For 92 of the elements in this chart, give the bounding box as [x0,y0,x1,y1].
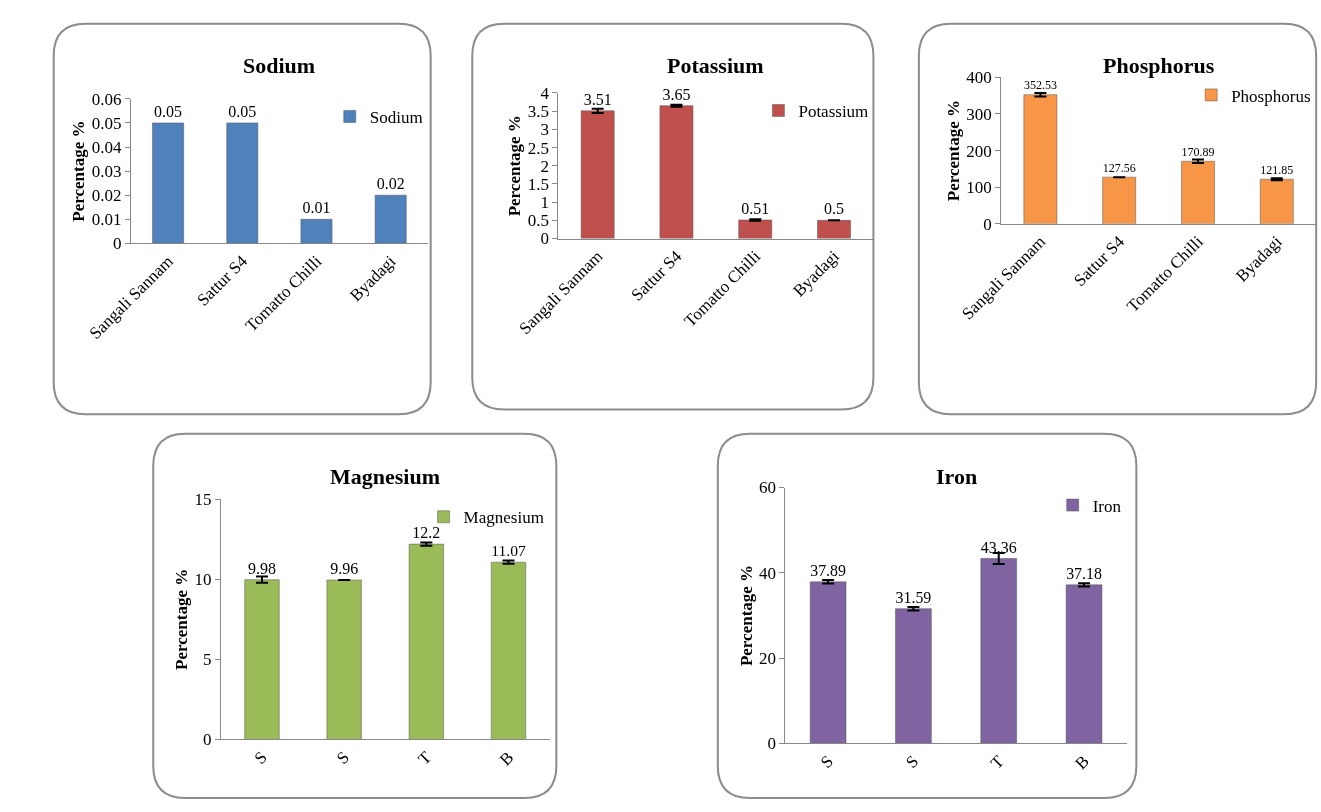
y-tick-label: 60 [759,478,777,498]
bar [1023,94,1058,224]
data-label: 0.02 [376,175,405,193]
data-label: 0.51 [741,199,770,217]
y-tick-label: 100 [966,178,992,198]
legend-label: Magnesium [463,508,544,528]
y-tick-label: 0.01 [91,210,122,230]
legend-label: Iron [1092,496,1122,516]
legend-label: Sodium [369,108,423,128]
y-tick-label: 0 [767,734,777,754]
y-tick-label: 10 [194,570,212,590]
y-tick-label: 0.5 [527,211,549,231]
bar [244,579,280,740]
y-tick-label: 15 [194,490,212,510]
legend-label: Potassium [798,102,869,122]
bar [326,579,362,740]
bar [1102,176,1136,224]
y-tick-label: 3 [540,120,549,140]
data-label: 12.2 [412,524,441,542]
data-label: 0.01 [302,199,331,217]
data-label: 31.59 [895,588,932,606]
bar [374,194,407,244]
y-axis-title: Percentage % [172,568,192,670]
y-tick-label: 4 [540,83,550,103]
y-tick-label: 0 [113,234,122,254]
x-tick-label: S [250,747,271,768]
bar [1065,584,1103,744]
data-label: 11.07 [491,542,526,560]
x-tick-label: S [902,751,923,772]
bar [1181,161,1215,224]
bar [300,219,333,244]
y-tick-label: 0 [540,229,549,249]
chart-title: Phosphorus [1103,53,1215,78]
data-label: 9.96 [330,559,359,577]
y-axis-title: Percentage % [736,564,756,667]
x-tick-label: T [986,751,1008,773]
y-axis-title: Percentage % [69,120,89,222]
y-tick-label: 5 [203,650,212,670]
y-tick-label: 0.06 [91,89,122,109]
y-tick-label: 300 [966,104,992,124]
data-label: 9.98 [247,559,276,577]
y-tick-label: 0.02 [91,186,122,206]
x-tick-label: S [332,747,353,768]
data-label: 0.5 [824,200,845,218]
chart-title: Magnesium [330,464,440,489]
bar [1259,178,1294,224]
bar [659,105,694,239]
x-tick-label: T [414,747,436,769]
y-axis-title: Percentage % [505,115,525,217]
bar [738,219,773,239]
data-label: 3.65 [662,85,691,103]
bar [809,581,847,744]
data-label: 3.51 [583,90,612,108]
bar [980,558,1017,744]
y-tick-label: 2.5 [527,138,549,158]
bar [408,543,444,740]
data-label: 170.89 [1181,145,1215,160]
data-label: 0.05 [154,102,183,120]
data-label: 352.53 [1023,78,1057,93]
y-tick-label: 0 [983,214,992,234]
bar [152,122,184,244]
y-tick-label: 2 [540,156,549,176]
bar [490,561,526,740]
chart-title: Iron [936,464,978,489]
y-tick-label: 0.05 [91,113,122,133]
legend-label: Phosphorus [1231,86,1311,106]
y-tick-label: 1 [540,193,549,213]
y-tick-label: 1.5 [527,174,549,194]
y-tick-label: 0.03 [91,162,122,182]
data-label: 37.89 [810,561,847,579]
bar [895,608,932,744]
y-tick-label: 40 [759,563,777,583]
data-label: 37.18 [1066,564,1102,582]
y-tick-label: 3.5 [527,102,549,122]
data-label: 121.85 [1260,162,1294,177]
data-label: 43.36 [980,538,1017,556]
y-tick-label: 20 [759,649,777,669]
data-label: 127.56 [1102,160,1136,175]
x-tick-label: B [1071,751,1093,774]
y-tick-label: 0 [203,730,212,750]
y-axis-title: Percentage % [943,100,963,202]
y-tick-label: 200 [966,141,992,161]
y-tick-label: 400 [966,68,992,88]
x-tick-label: B [495,747,518,770]
data-label: 0.05 [228,102,257,120]
y-tick-label: 0.04 [91,137,123,157]
bar [580,110,615,239]
bar [226,122,259,244]
chart-title: Sodium [243,53,316,78]
x-tick-label: S [816,751,837,772]
chart-title: Potassium [667,53,764,78]
bar [817,220,851,239]
